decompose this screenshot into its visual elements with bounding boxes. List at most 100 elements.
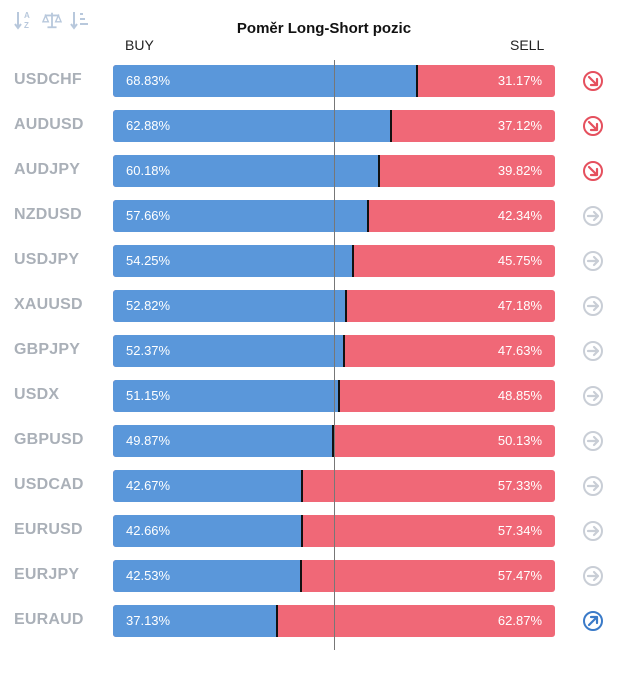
arrow-up-right-icon[interactable]: [582, 610, 604, 632]
sell-percent-label: 47.63%: [497, 343, 542, 358]
symbol-label: USDX: [14, 386, 60, 403]
ratio-row[interactable]: GBPUSD 49.87% 50.13%: [0, 425, 638, 457]
sell-column-label: SELL: [510, 37, 545, 53]
buy-percent-label: 42.53%: [126, 568, 171, 583]
ratio-divider: [345, 290, 347, 322]
buy-percent-label: 62.88%: [126, 118, 171, 133]
sort-balance-icon[interactable]: [42, 9, 62, 31]
ratio-row[interactable]: AUDJPY 60.18% 39.82%: [0, 155, 638, 187]
symbol-label: USDCAD: [14, 476, 84, 493]
buy-column-label: BUY: [125, 37, 154, 53]
ratio-divider: [352, 245, 354, 277]
ratio-row[interactable]: AUDUSD 62.88% 37.12%: [0, 110, 638, 142]
sell-percent-label: 39.82%: [497, 163, 542, 178]
buy-bar: [113, 110, 391, 142]
arrow-down-right-icon[interactable]: [582, 160, 604, 182]
ratio-row[interactable]: EURJPY 42.53% 57.47%: [0, 560, 638, 592]
symbol-label: EURUSD: [14, 521, 83, 538]
buy-bar: [113, 515, 302, 547]
symbol-label: EURAUD: [14, 611, 84, 628]
buy-bar: [113, 380, 339, 412]
buy-percent-label: 42.66%: [126, 523, 171, 538]
arrow-down-right-icon[interactable]: [582, 70, 604, 92]
buy-bar: [113, 65, 417, 97]
arrow-right-icon[interactable]: [582, 520, 604, 542]
buy-bar: [113, 335, 344, 367]
ratio-divider: [332, 425, 334, 457]
buy-percent-label: 42.67%: [126, 478, 171, 493]
chart-title: Poměr Long-Short pozic: [236, 20, 412, 37]
buy-bar: [113, 200, 368, 232]
arrow-right-icon[interactable]: [582, 340, 604, 362]
ratio-row[interactable]: USDJPY 54.25% 45.75%: [0, 245, 638, 277]
ratio-divider: [378, 155, 380, 187]
sell-percent-label: 50.13%: [497, 433, 542, 448]
arrow-down-right-icon[interactable]: [582, 115, 604, 137]
arrow-right-icon[interactable]: [582, 475, 604, 497]
buy-percent-label: 52.82%: [126, 298, 171, 313]
ratio-row[interactable]: EURAUD 37.13% 62.87%: [0, 605, 638, 637]
ratio-divider: [367, 200, 369, 232]
ratio-divider: [301, 470, 303, 502]
buy-bar: [113, 425, 333, 457]
buy-percent-label: 51.15%: [126, 388, 171, 403]
buy-bar: [113, 245, 353, 277]
ratio-row[interactable]: GBPJPY 52.37% 47.63%: [0, 335, 638, 367]
fifty-percent-reference-line: [334, 60, 335, 650]
buy-bar: [113, 290, 346, 322]
symbol-label: GBPUSD: [14, 431, 84, 448]
symbol-label: AUDJPY: [14, 161, 81, 178]
arrow-right-icon[interactable]: [582, 565, 604, 587]
ratio-divider: [276, 605, 278, 637]
svg-text:Z: Z: [24, 21, 29, 30]
sort-numeric-icon[interactable]: [70, 9, 90, 31]
symbol-label: USDCHF: [14, 71, 82, 88]
ratio-row[interactable]: EURUSD 42.66% 57.34%: [0, 515, 638, 547]
sell-percent-label: 45.75%: [497, 253, 542, 268]
arrow-right-icon[interactable]: [582, 250, 604, 272]
symbol-label: NZDUSD: [14, 206, 82, 223]
sell-percent-label: 57.34%: [497, 523, 542, 538]
buy-percent-label: 57.66%: [126, 208, 171, 223]
symbol-label: GBPJPY: [14, 341, 81, 358]
ratio-row[interactable]: NZDUSD 57.66% 42.34%: [0, 200, 638, 232]
sell-percent-label: 31.17%: [497, 73, 542, 88]
ratio-row[interactable]: USDX 51.15% 48.85%: [0, 380, 638, 412]
ratio-divider: [416, 65, 418, 97]
svg-text:A: A: [24, 11, 30, 20]
sell-percent-label: 37.12%: [497, 118, 542, 133]
buy-percent-label: 60.18%: [126, 163, 171, 178]
arrow-right-icon[interactable]: [582, 385, 604, 407]
arrow-right-icon[interactable]: [582, 295, 604, 317]
sell-percent-label: 42.34%: [497, 208, 542, 223]
sell-percent-label: 57.47%: [497, 568, 542, 583]
symbol-label: AUDUSD: [14, 116, 84, 133]
ratio-divider: [338, 380, 340, 412]
arrow-right-icon[interactable]: [582, 205, 604, 227]
buy-bar: [113, 605, 277, 637]
buy-percent-label: 68.83%: [126, 73, 171, 88]
ratio-row[interactable]: XAUUSD 52.82% 47.18%: [0, 290, 638, 322]
sell-percent-label: 62.87%: [497, 613, 542, 628]
symbol-label: EURJPY: [14, 566, 80, 583]
ratio-row[interactable]: USDCHF 68.83% 31.17%: [0, 65, 638, 97]
buy-percent-label: 54.25%: [126, 253, 171, 268]
symbol-label: USDJPY: [14, 251, 80, 268]
sell-percent-label: 48.85%: [497, 388, 542, 403]
ratio-divider: [300, 560, 302, 592]
sort-toolbar: A Z: [14, 9, 90, 31]
buy-percent-label: 52.37%: [126, 343, 171, 358]
ratio-row[interactable]: USDCAD 42.67% 57.33%: [0, 470, 638, 502]
ratio-divider: [301, 515, 303, 547]
arrow-right-icon[interactable]: [582, 430, 604, 452]
buy-percent-label: 37.13%: [126, 613, 171, 628]
buy-bar: [113, 560, 301, 592]
ratio-divider: [343, 335, 345, 367]
symbol-label: XAUUSD: [14, 296, 83, 313]
sell-percent-label: 47.18%: [497, 298, 542, 313]
ratio-divider: [390, 110, 392, 142]
buy-percent-label: 49.87%: [126, 433, 171, 448]
sort-alpha-icon[interactable]: A Z: [14, 9, 34, 31]
sell-percent-label: 57.33%: [497, 478, 542, 493]
buy-bar: [113, 470, 302, 502]
